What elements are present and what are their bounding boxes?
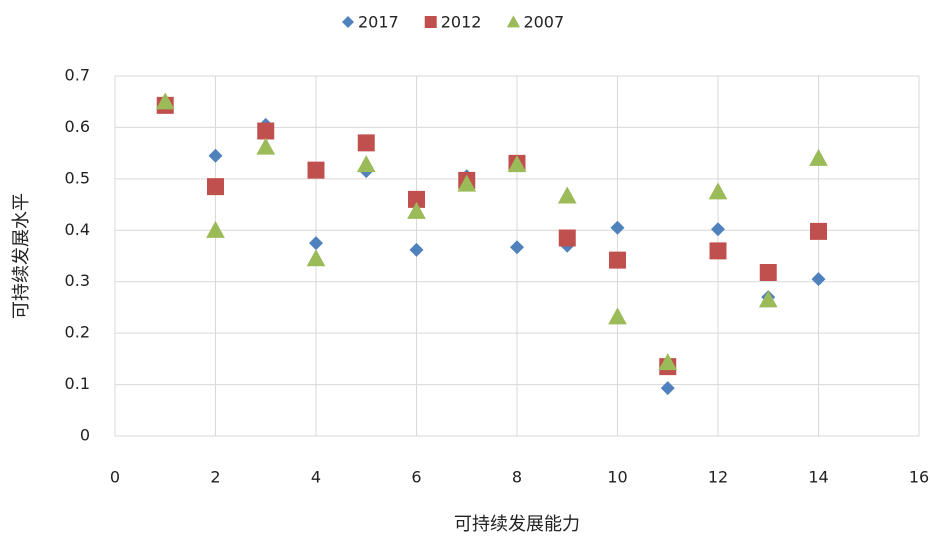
point [256, 137, 276, 155]
point [309, 236, 323, 251]
point [809, 148, 828, 166]
y-tick-label: 0.1 [65, 374, 90, 393]
point [557, 186, 577, 204]
point [507, 155, 527, 173]
point [257, 122, 275, 140]
x-tick-label: 16 [909, 468, 929, 487]
y-tick-label: 0 [80, 426, 90, 445]
y-axis-title: 可持续发展水平 [11, 193, 32, 319]
point [206, 220, 225, 238]
point [660, 381, 675, 396]
x-tick-label: 4 [311, 468, 321, 487]
point [356, 155, 376, 173]
point [709, 242, 727, 260]
point [810, 222, 827, 240]
legend-marker [424, 16, 437, 28]
point [357, 134, 375, 152]
y-tick-label: 0.7 [65, 66, 90, 85]
x-tick-label: 8 [512, 468, 522, 487]
y-tick-label: 0.4 [65, 220, 90, 239]
point [708, 182, 728, 200]
point [608, 307, 627, 325]
x-tick-label: 10 [607, 468, 627, 487]
point [155, 92, 175, 110]
x-axis-title: 可持续发展能力 [454, 514, 580, 535]
legend-label: 2007 [523, 13, 564, 32]
point [711, 222, 725, 237]
legend-marker [506, 15, 521, 28]
point [207, 178, 224, 196]
point [658, 353, 678, 371]
point [510, 240, 524, 255]
point [609, 251, 626, 269]
point [307, 161, 325, 179]
y-tick-label: 0.2 [65, 323, 90, 342]
point [306, 249, 326, 267]
point [610, 220, 625, 235]
point [407, 201, 426, 219]
point [758, 290, 778, 308]
x-tick-label: 2 [210, 468, 220, 487]
x-tick-label: 12 [708, 468, 728, 487]
x-tick-label: 14 [808, 468, 828, 487]
y-tick-label: 0.6 [65, 117, 90, 136]
point [759, 263, 777, 281]
x-tick-label: 0 [110, 468, 120, 487]
point [408, 190, 425, 208]
legend-marker [342, 16, 354, 28]
point [457, 174, 477, 192]
legend-label: 2012 [441, 13, 482, 32]
point [208, 148, 223, 163]
point [409, 242, 424, 257]
y-tick-label: 0.5 [65, 168, 90, 187]
legend-label: 2017 [358, 13, 399, 32]
point [558, 229, 576, 247]
y-tick-label: 0.3 [65, 271, 90, 290]
point [811, 272, 826, 287]
x-tick-label: 6 [411, 468, 421, 487]
